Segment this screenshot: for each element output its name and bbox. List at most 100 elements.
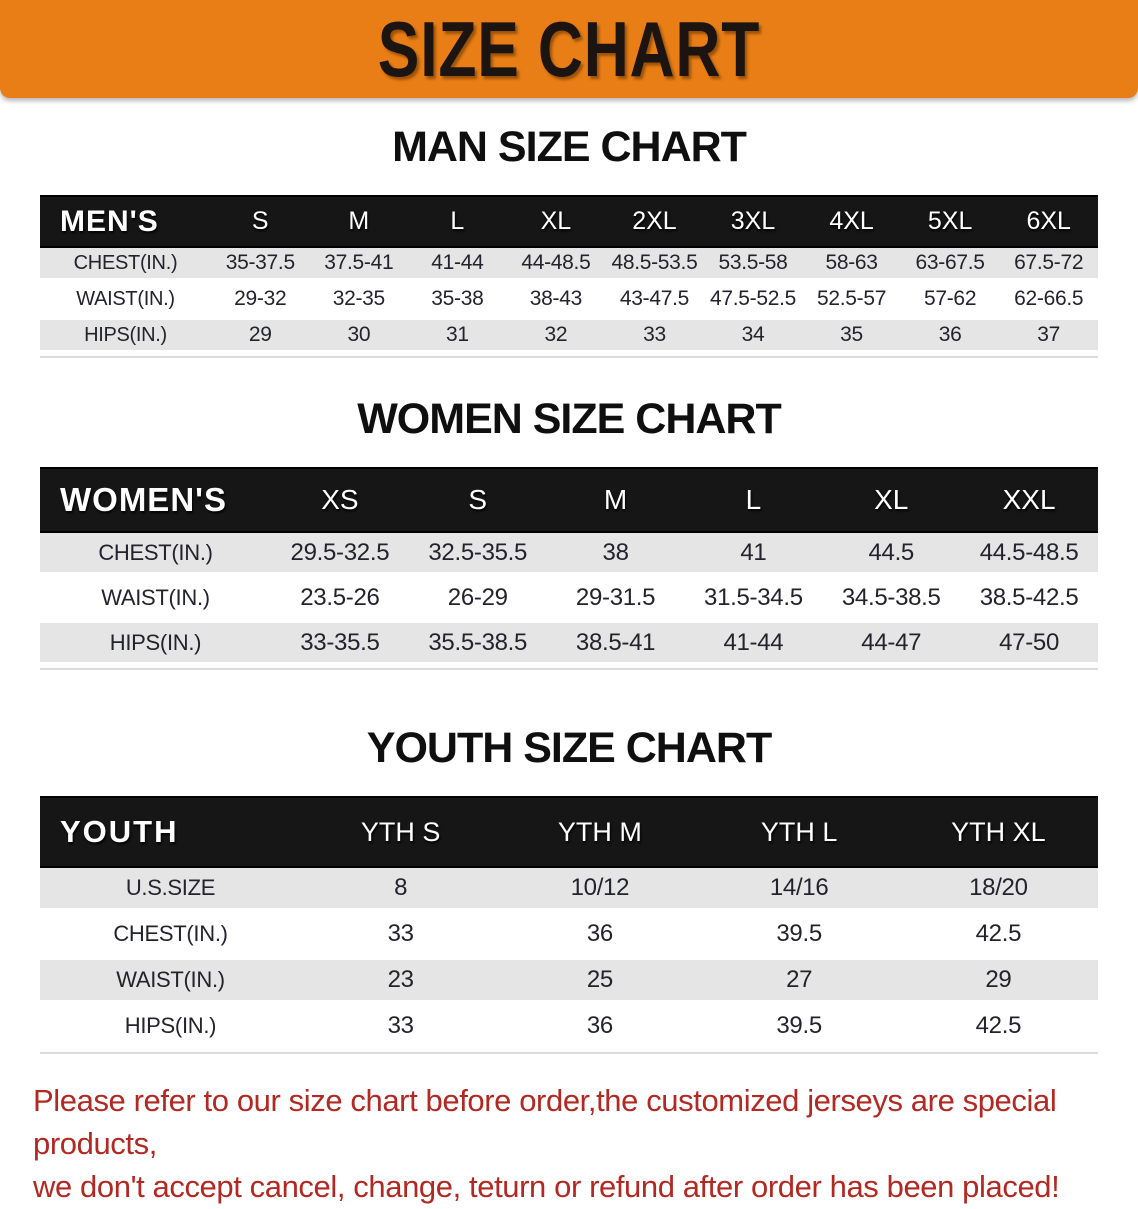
size-column-header: S xyxy=(211,195,310,249)
size-column-header: 2XL xyxy=(605,195,704,249)
size-column-header: L xyxy=(408,195,507,249)
measurement-row: WAIST(IN.) 23 25 27 29 xyxy=(40,960,1098,1007)
size-value-cell: 38 xyxy=(546,533,685,579)
row-label: WAIST(IN.) xyxy=(40,284,211,321)
men-section-heading: MAN SIZE CHART xyxy=(392,123,747,171)
size-chart-banner: SIZE CHART xyxy=(0,0,1138,98)
size-value-cell: 30 xyxy=(309,320,409,357)
size-value-cell: 33 xyxy=(301,1006,501,1053)
size-value-cell: 42.5 xyxy=(898,1006,1098,1053)
page-title: SIZE CHART xyxy=(377,5,761,93)
size-value-cell: 27 xyxy=(699,960,899,1007)
size-value-cell: 14/16 xyxy=(699,868,899,915)
size-column-header: 5XL xyxy=(900,195,1000,249)
size-value-cell: 52.5-57 xyxy=(802,284,901,321)
size-value-cell: 37.5-41 xyxy=(309,248,409,285)
measurement-row: CHEST(IN.) 35-37.5 37.5-41 41-44 44-48.5 48.5… xyxy=(40,248,1098,285)
youth-header-row: YOUTH YTH S YTH M YTH L YTH XL xyxy=(40,796,1098,869)
size-value-cell: 35 xyxy=(802,320,901,357)
measurement-row: HIPS(IN.) 33-35.5 35.5-38.5 38.5-41 41-44 44-… xyxy=(40,623,1098,669)
size-value-cell: 31 xyxy=(408,320,507,357)
measurement-row: WAIST(IN.) 29-32 32-35 35-38 38-43 43-47.5 47.… xyxy=(40,284,1098,321)
size-value-cell: 32.5-35.5 xyxy=(408,533,547,579)
size-value-cell: 67.5-72 xyxy=(999,248,1098,285)
row-label: U.S.SIZE xyxy=(40,868,301,915)
row-label: HIPS(IN.) xyxy=(40,623,271,669)
measurement-row: U.S.SIZE 8 10/12 14/16 18/20 xyxy=(40,868,1098,915)
row-label: CHEST(IN.) xyxy=(40,914,301,961)
size-value-cell: 37 xyxy=(999,320,1098,357)
row-label: WAIST(IN.) xyxy=(40,578,271,624)
measurement-row: HIPS(IN.) 29 30 31 32 33 34 35 36 37 xyxy=(40,320,1098,357)
disclaimer-note: Please refer to our size chart before or… xyxy=(33,1080,1105,1208)
size-value-cell: 35.5-38.5 xyxy=(408,623,547,669)
youth-size-section: YOUTH SIZE CHART YOUTH YTH S YTH M YTH L YTH… xyxy=(0,724,1138,1055)
size-value-cell: 35-38 xyxy=(408,284,507,321)
youth-size-table: YOUTH YTH S YTH M YTH L YTH XL U.S.SIZE 8 10/12… xyxy=(40,796,1098,1055)
size-value-cell: 33 xyxy=(605,320,704,357)
size-column-header: XS xyxy=(271,467,409,534)
size-value-cell: 47.5-52.5 xyxy=(703,284,803,321)
size-column-header: 4XL xyxy=(802,195,901,249)
size-column-header: YTH XL xyxy=(898,796,1098,869)
size-value-cell: 18/20 xyxy=(898,868,1098,915)
size-value-cell: 38.5-41 xyxy=(546,623,685,669)
size-value-cell: 10/12 xyxy=(500,868,700,915)
size-value-cell: 29 xyxy=(211,320,310,357)
size-value-cell: 38-43 xyxy=(506,284,606,321)
row-label: HIPS(IN.) xyxy=(40,1006,301,1053)
size-column-header: XL xyxy=(506,195,606,249)
measurement-row: WAIST(IN.) 23.5-26 26-29 29-31.5 31.5-34.5 34… xyxy=(40,578,1098,624)
size-value-cell: 36 xyxy=(500,914,700,961)
size-value-cell: 41-44 xyxy=(408,248,507,285)
size-value-cell: 62-66.5 xyxy=(999,284,1098,321)
row-label: HIPS(IN.) xyxy=(40,320,211,357)
size-value-cell: 63-67.5 xyxy=(900,248,1000,285)
size-value-cell: 29-32 xyxy=(211,284,310,321)
disclaimer-line-2: we don't accept cancel, change, teturn o… xyxy=(33,1168,1060,1204)
women-size-table: WOMEN'S XS S M L XL XXL CHEST(IN.) 29.5-32.5 32.5… xyxy=(40,467,1098,671)
size-value-cell: 44.5 xyxy=(822,533,961,579)
size-column-header: M xyxy=(309,195,409,249)
size-value-cell: 23.5-26 xyxy=(271,578,409,624)
size-column-header: L xyxy=(684,467,823,534)
size-value-cell: 32 xyxy=(506,320,606,357)
size-value-cell: 44-47 xyxy=(822,623,961,669)
size-value-cell: 39.5 xyxy=(699,1006,899,1053)
men-header-row: MEN'S S M L XL 2XL 3XL 4XL 5XL 6XL xyxy=(40,195,1098,249)
size-column-header: 6XL xyxy=(999,195,1098,249)
youth-table-title: YOUTH xyxy=(40,796,301,869)
size-value-cell: 42.5 xyxy=(898,914,1098,961)
size-value-cell: 44-48.5 xyxy=(506,248,606,285)
row-label: CHEST(IN.) xyxy=(40,248,211,285)
size-value-cell: 25 xyxy=(500,960,700,1007)
size-value-cell: 48.5-53.5 xyxy=(605,248,704,285)
size-value-cell: 34.5-38.5 xyxy=(822,578,961,624)
size-value-cell: 29.5-32.5 xyxy=(271,533,409,579)
row-label: CHEST(IN.) xyxy=(40,533,271,579)
women-size-section: WOMEN SIZE CHART WOMEN'S XS S M L XL XXL CHEST(… xyxy=(0,396,1138,671)
measurement-row: CHEST(IN.) 29.5-32.5 32.5-35.5 38 41 44.5 44.5… xyxy=(40,533,1098,579)
size-value-cell: 32-35 xyxy=(309,284,409,321)
men-size-section: MAN SIZE CHART MEN'S S M L XL 2XL 3XL 4XL 5XL 6XL… xyxy=(0,123,1138,359)
size-value-cell: 36 xyxy=(900,320,1000,357)
men-size-table: MEN'S S M L XL 2XL 3XL 4XL 5XL 6XL CHEST(IN.) 35-37… xyxy=(40,195,1098,359)
size-column-header: YTH S xyxy=(301,796,501,869)
size-value-cell: 26-29 xyxy=(408,578,547,624)
size-value-cell: 23 xyxy=(301,960,501,1007)
size-value-cell: 57-62 xyxy=(900,284,1000,321)
men-table-title: MEN'S xyxy=(40,195,211,249)
size-column-header: YTH M xyxy=(500,796,700,869)
size-value-cell: 53.5-58 xyxy=(703,248,803,285)
size-value-cell: 58-63 xyxy=(802,248,901,285)
row-label: WAIST(IN.) xyxy=(40,960,301,1007)
youth-section-heading: YOUTH SIZE CHART xyxy=(366,724,772,773)
size-column-header: M xyxy=(546,467,685,534)
size-value-cell: 29 xyxy=(898,960,1098,1007)
size-value-cell: 29-31.5 xyxy=(546,578,685,624)
size-value-cell: 31.5-34.5 xyxy=(684,578,823,624)
size-value-cell: 33 xyxy=(301,914,501,961)
disclaimer-line-1: Please refer to our size chart before or… xyxy=(33,1083,1057,1162)
size-value-cell: 35-37.5 xyxy=(211,248,310,285)
women-table-title: WOMEN'S xyxy=(40,467,271,534)
